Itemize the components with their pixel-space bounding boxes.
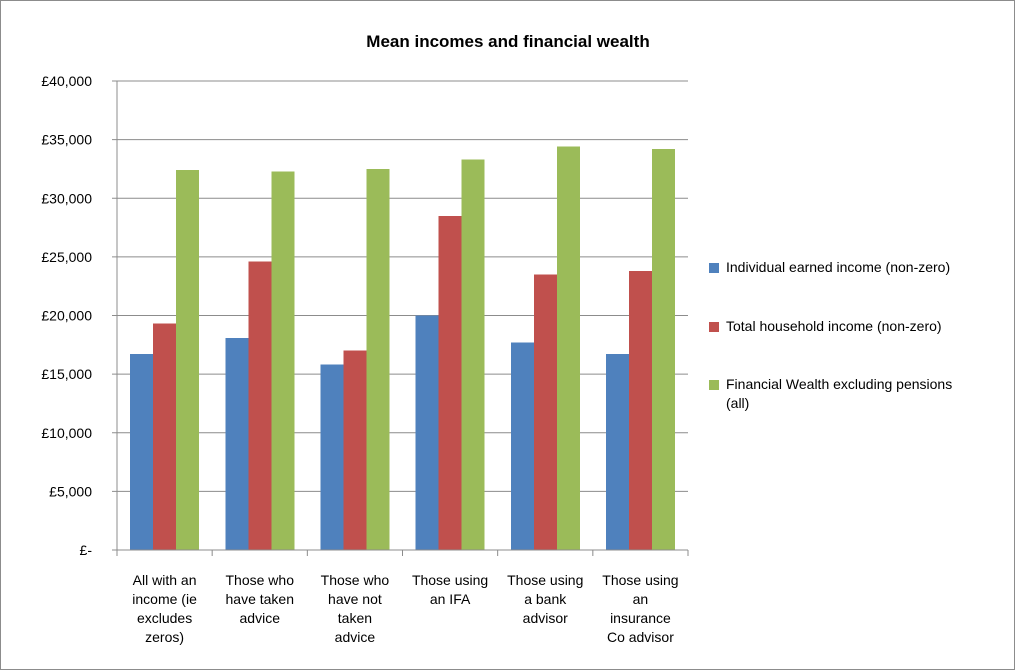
x-category-label-line: a bank bbox=[524, 591, 567, 607]
bar bbox=[461, 159, 485, 550]
bar bbox=[510, 342, 534, 550]
x-category-label-line: Co advisor bbox=[607, 629, 674, 645]
bar bbox=[415, 315, 439, 550]
bar bbox=[176, 170, 200, 551]
x-category-label: All with an income (ie excludes zeros) bbox=[132, 572, 197, 645]
bar bbox=[556, 146, 580, 550]
x-category-label-line: Those who bbox=[226, 572, 295, 588]
x-category-label-line: income (ie bbox=[132, 591, 197, 607]
x-category-label-line: have taken bbox=[226, 591, 295, 607]
x-category-label-line: excludes bbox=[137, 610, 192, 626]
bar bbox=[366, 168, 390, 550]
y-tick-label: £- bbox=[80, 542, 93, 558]
x-category-label-line: have not bbox=[328, 591, 382, 607]
bar bbox=[271, 171, 295, 550]
y-tick-label: £10,000 bbox=[41, 425, 92, 441]
bar-layer bbox=[130, 146, 675, 551]
y-tick-label: £15,000 bbox=[41, 366, 92, 382]
bar bbox=[533, 274, 557, 550]
x-category-label: Those using an insurance Co advisor bbox=[602, 572, 678, 645]
x-category-label-line: Those using bbox=[507, 572, 583, 588]
legend-label: Individual earned income (non-zero) bbox=[726, 259, 950, 275]
y-tick-label: £30,000 bbox=[41, 190, 92, 206]
axis-layer bbox=[112, 80, 689, 556]
x-category-label-line: an IFA bbox=[430, 591, 471, 607]
legend-layer: Individual earned income (non-zero) Total… bbox=[709, 259, 952, 411]
legend-label: Total household income (non-zero) bbox=[726, 318, 942, 334]
x-category-label-line: All with an bbox=[133, 572, 197, 588]
grid-layer bbox=[117, 80, 688, 492]
bar bbox=[320, 364, 344, 550]
legend-label-line: Financial Wealth excluding pensions bbox=[726, 376, 952, 392]
y-tick-label: £25,000 bbox=[41, 249, 92, 265]
x-category-label-line: advice bbox=[240, 610, 281, 626]
y-tick-label: £20,000 bbox=[41, 308, 92, 324]
bar bbox=[438, 215, 462, 550]
x-category-label-line: advisor bbox=[523, 610, 568, 626]
legend-label: Financial Wealth excluding pensions (all) bbox=[726, 376, 952, 411]
bar bbox=[248, 261, 272, 550]
bar bbox=[225, 337, 249, 550]
x-category-label-line: taken bbox=[338, 610, 372, 626]
x-category-label-line: Those who bbox=[321, 572, 390, 588]
bar bbox=[651, 149, 675, 550]
x-category-label-line: an bbox=[633, 591, 649, 607]
legend-label-line: Individual earned income (non-zero) bbox=[726, 259, 950, 275]
x-category-label-line: advice bbox=[335, 629, 376, 645]
x-category-label: Those who have not taken advice bbox=[321, 572, 390, 645]
x-category-label-line: Those using bbox=[602, 572, 678, 588]
bar bbox=[605, 354, 629, 550]
x-category-label: Those who have taken advice bbox=[226, 572, 295, 626]
legend-swatch bbox=[709, 380, 719, 390]
y-tick-label: £40,000 bbox=[41, 73, 92, 89]
label-layer: £- £5,000 £10,000 £15,000 £20,000 £25,000 £30,… bbox=[41, 73, 678, 645]
bar bbox=[130, 354, 154, 550]
x-category-label-line: Those using bbox=[412, 572, 488, 588]
bar bbox=[628, 270, 652, 550]
bar bbox=[153, 323, 177, 550]
bar bbox=[343, 350, 367, 550]
x-category-label: Those using a bank advisor bbox=[507, 572, 583, 626]
x-category-label-line: zeros) bbox=[145, 629, 184, 645]
y-tick-label: £5,000 bbox=[49, 483, 92, 499]
legend-swatch bbox=[709, 263, 719, 273]
legend-label-line: Total household income (non-zero) bbox=[726, 318, 942, 334]
chart-title: Mean incomes and financial wealth bbox=[366, 32, 649, 51]
legend-label-line: (all) bbox=[726, 395, 749, 411]
legend-swatch bbox=[709, 322, 719, 332]
x-category-label: Those using an IFA bbox=[412, 572, 488, 607]
y-tick-label: £35,000 bbox=[41, 132, 92, 148]
x-category-label-line: insurance bbox=[610, 610, 671, 626]
